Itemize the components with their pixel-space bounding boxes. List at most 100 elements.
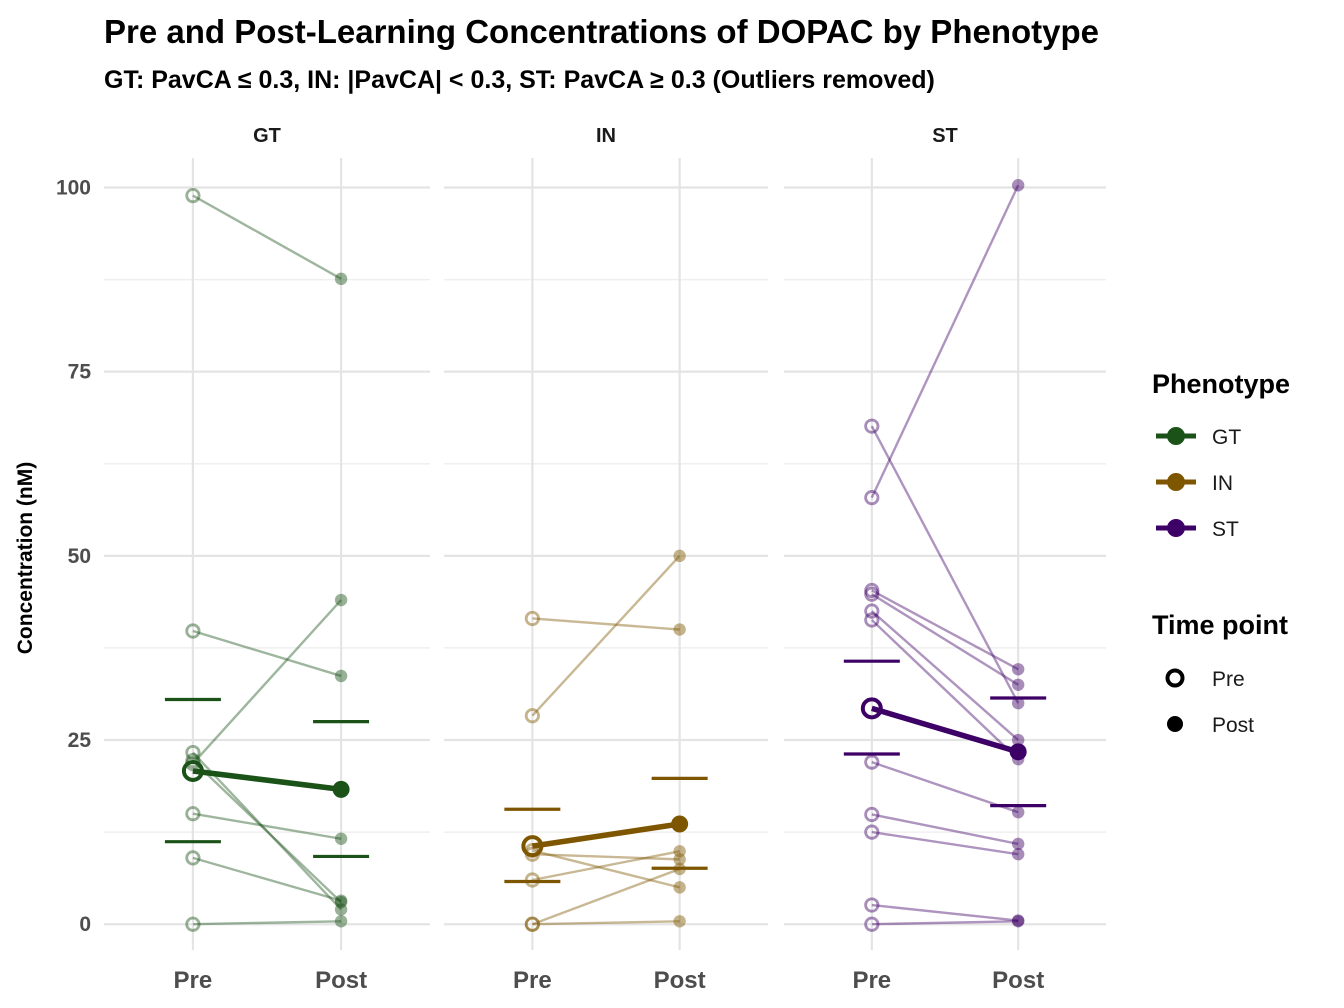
x-tick-label-pre-st: Pre [852,967,891,994]
subject-point-post-st [1011,663,1025,676]
subject-line-in [532,850,680,882]
legend-label-in: IN [1212,472,1233,495]
subject-point-pre-st [864,754,880,770]
legend: Phenotype Time point GT IN ST Pre Post [1152,369,1290,737]
legend-title-time-point: Time point [1152,610,1288,640]
subject-point-post-st [1011,837,1025,851]
subject-point-post-st [1011,678,1025,691]
subject-line-gt [192,856,342,902]
mean-point-pre-st [860,697,883,720]
subject-point-post-gt [334,669,348,683]
strip-label-in: IN [596,125,616,147]
legend-key-point-st [1167,519,1185,537]
subject-point-post-st [1011,806,1025,819]
subject-point-post-in [673,853,686,866]
subject-point-pre-in [524,916,540,932]
legend-key-shape-post [1167,716,1183,732]
subject-point-post-gt [334,915,348,928]
legend-key-point-in [1167,473,1185,491]
subject-line-st [871,813,1019,846]
subject-point-post-in [673,915,686,928]
subject-point-pre-st [864,612,880,628]
subject-line-st [871,903,1019,922]
x-tick-label-post-in: Post [654,967,706,994]
chart-title: Pre and Post-Learning Concentrations of … [104,13,1099,50]
subject-line-in [532,920,680,926]
y-tick-label-100: 100 [56,176,91,199]
subject-line-st [871,760,1019,814]
subject-point-post-st [1011,733,1025,747]
subject-point-pre-in [524,708,540,724]
y-tick-label-75: 75 [68,361,92,384]
y-tick-label-50: 50 [68,545,91,568]
subject-line-in [531,555,681,717]
legend-label-st: ST [1212,518,1239,541]
subject-point-post-gt [334,272,348,286]
subject-point-pre-st [864,603,880,619]
subject-point-pre-st [864,490,880,506]
subject-point-pre-gt [185,916,201,932]
subject-line-in [531,867,681,926]
subject-layer [185,179,1025,932]
subject-line-st [871,589,1019,671]
legend-label-gt: GT [1212,426,1241,449]
subject-point-post-st [1011,696,1025,710]
strip-label-st: ST [932,125,958,147]
legend-key-point-gt [1167,427,1185,445]
subject-point-post-st [1011,848,1025,861]
subject-line-st [871,830,1019,856]
subject-line-st [871,610,1019,741]
legend-title-phenotype: Phenotype [1152,369,1290,399]
subject-point-post-in [673,845,686,858]
legend-key-shape-pre [1165,668,1185,688]
mean-point-post-in [671,815,689,833]
text-layer: Pre and Post-Learning Concentrations of … [14,13,1099,994]
legend-label-post: Post [1212,714,1254,737]
subject-point-post-gt [334,903,348,916]
subject-line-gt [192,812,342,840]
summary-layer [164,659,1047,884]
subject-point-pre-st [864,897,880,913]
subject-line-st [871,920,1019,926]
subject-line-gt [192,629,342,678]
subject-point-post-in [673,881,686,894]
subject-line-st [870,619,1020,761]
mean-line-st [871,705,1019,755]
subject-point-post-st [1011,914,1025,927]
mean-line-in [531,821,681,849]
subject-line-gt [192,759,342,903]
strip-label-gt: GT [253,125,281,147]
subject-line-in [532,853,680,861]
subject-point-post-st [1011,915,1025,928]
subject-point-pre-gt [185,850,201,866]
subject-point-pre-gt [185,187,201,204]
subject-point-post-st [1011,179,1025,192]
subject-point-pre-in [524,610,540,627]
subject-line-st [870,425,1020,704]
mean-line-gt [192,768,342,793]
x-tick-label-post-st: Post [992,967,1044,994]
subject-line-in [532,849,680,889]
subject-point-pre-st [864,824,880,840]
subject-line-st [870,184,1020,499]
subject-point-post-gt [334,894,348,907]
subject-point-pre-in [524,916,540,932]
subject-point-post-gt [334,593,348,607]
subject-line-gt [192,751,342,911]
subject-line-st [871,593,1019,686]
subject-point-pre-st [864,418,880,434]
subject-point-pre-st [864,582,880,599]
subject-line-in [532,617,680,631]
subject-point-pre-gt [185,744,201,761]
subject-line-gt [192,599,342,765]
x-tick-label-pre-in: Pre [513,967,552,994]
y-axis-label: Concentration (nM) [14,462,37,654]
y-tick-label-25: 25 [68,729,92,752]
mean-point-pre-gt [181,759,204,782]
subject-point-pre-st [864,586,880,602]
subject-point-pre-gt [185,623,201,639]
mean-point-post-gt [332,780,350,798]
subject-point-pre-gt [185,806,201,822]
mean-point-pre-in [521,835,544,858]
x-tick-label-post-gt: Post [315,967,367,994]
